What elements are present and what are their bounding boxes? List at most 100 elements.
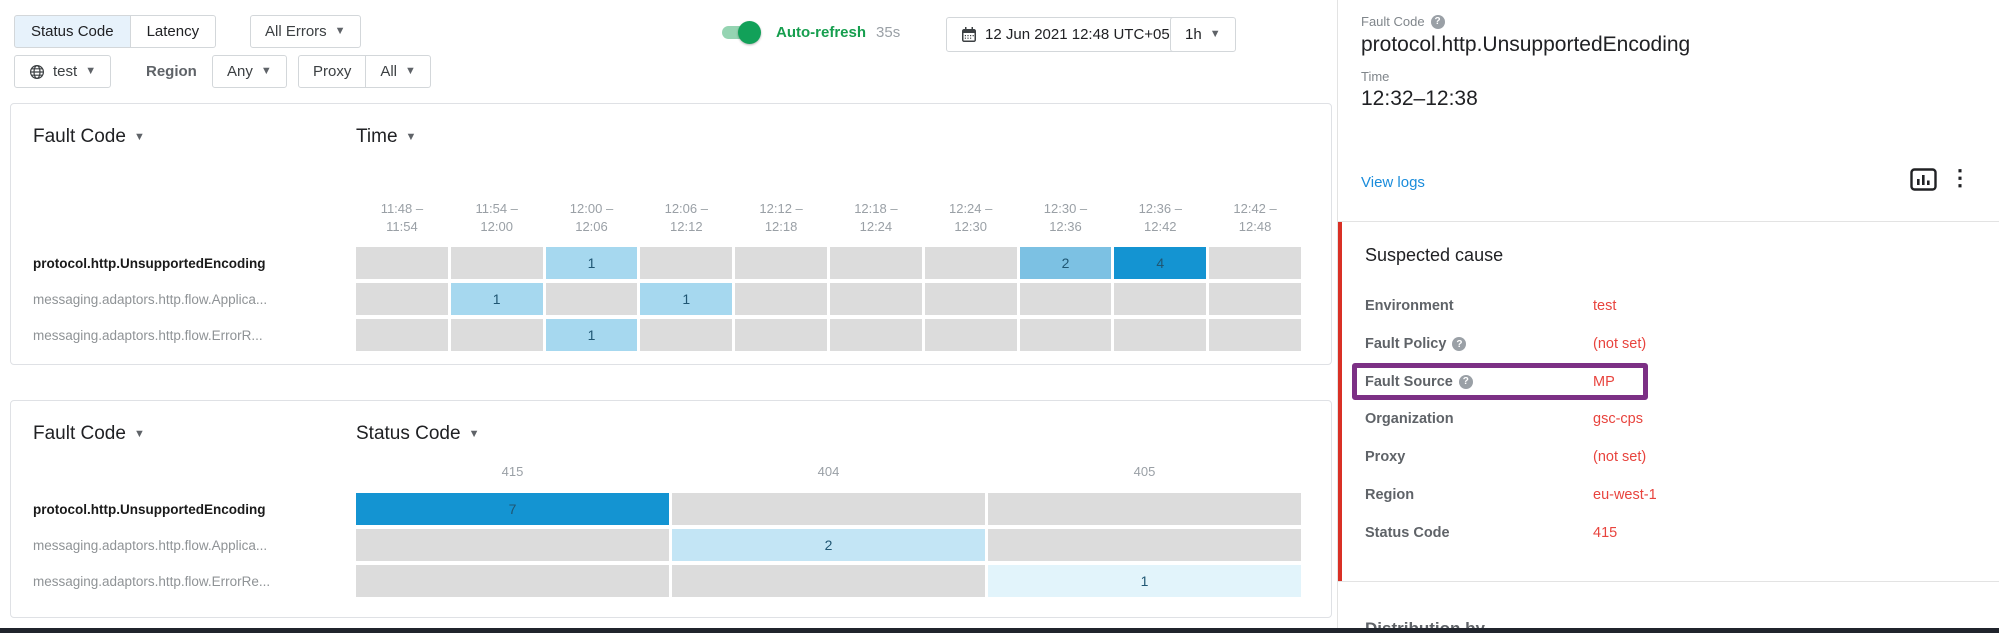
heatmap-cell[interactable]: 1 [545,319,638,351]
suspected-cause-accent-bar [1338,222,1342,581]
heatmap-cell[interactable] [829,283,922,315]
heatmap-cell[interactable]: 4 [1114,247,1207,279]
metric-tab-group: Status Code Latency [14,15,217,48]
heatmap-row: messaging.adaptors.http.flow.Applica... 1… [33,283,1301,315]
proxy-dropdown[interactable]: All ▼ [366,55,431,88]
fault-code-row-label[interactable]: messaging.adaptors.http.flow.Applica... [33,291,268,307]
detail-field-organization: Organization gsc-cps [1365,400,1979,438]
environment-dropdown[interactable]: test ▼ [14,55,112,88]
heatmap-cell[interactable] [1209,283,1301,315]
heatmap-cell[interactable] [356,565,669,597]
divider [1338,581,1999,582]
fault-code-row-label[interactable]: messaging.adaptors.http.flow.ErrorR... [33,327,263,343]
heatmap-cell[interactable] [356,529,669,561]
heatmap-row: protocol.http.UnsupportedEncoding 1 2 4 [33,247,1301,279]
heatmap-cell[interactable] [924,319,1017,351]
proxy-label: Proxy [298,55,367,88]
heatmap-cell[interactable] [735,247,827,279]
row-dimension-dropdown[interactable]: Fault Code ▼ [33,423,145,445]
heatmap-cell[interactable]: 1 [450,283,543,315]
bar-chart-icon[interactable] [1910,168,1937,191]
auto-refresh-countdown: 35s [876,24,901,41]
heatmap-cell[interactable] [356,319,448,351]
datetime-picker-button[interactable]: 12 Jun 2021 12:48 UTC+0530 [946,17,1202,52]
row-dimension-label: Fault Code [33,423,126,444]
heatmap-cell[interactable] [640,247,733,279]
heatmap-cell[interactable] [924,247,1017,279]
proxy-value: All [380,63,398,80]
field-label: Fault Policy? [1365,336,1593,352]
calendar-icon [961,26,977,43]
column-dimension-dropdown[interactable]: Time ▼ [356,126,416,148]
fault-code-row-label[interactable]: messaging.adaptors.http.flow.Applica... [33,537,268,553]
heatmap-cell[interactable] [988,529,1301,561]
heatmap-column-header: 12:00 –12:06 [569,201,614,234]
auto-refresh-label: Auto-refresh [776,24,867,41]
heatmap-column-header: 12:36 –12:42 [1138,201,1182,234]
heatmap-cell[interactable] [672,565,985,597]
help-icon[interactable]: ? [1458,374,1473,389]
heatmap-cell[interactable]: 2 [1019,247,1112,279]
heatmap-column-header: 12:24 –12:30 [948,201,993,234]
column-dimension-dropdown[interactable]: Status Code ▼ [356,423,479,445]
heatmap-cell[interactable] [450,247,543,279]
region-dropdown[interactable]: Any ▼ [212,55,287,88]
chevron-down-icon: ▼ [334,25,346,37]
time-range-dropdown[interactable]: 1h ▼ [1170,17,1236,52]
heatmap-cell[interactable] [356,283,448,315]
heatmap-cell[interactable] [1114,283,1207,315]
heatmap-cell[interactable] [1209,247,1301,279]
tab-status-code[interactable]: Status Code [14,15,131,48]
fault-code-row-label[interactable]: protocol.http.UnsupportedEncoding [33,501,266,517]
heatmap-cell[interactable] [1209,319,1301,351]
heatmap-column-header: 12:18 –12:24 [854,201,898,234]
heatmap-column-header: 405 [1133,464,1156,479]
heatmap-cell[interactable] [1114,319,1207,351]
divider [1338,221,1999,222]
heatmap-cell[interactable]: 7 [356,493,669,525]
heatmap-cell[interactable] [735,283,827,315]
heatmap-column-headers: 415 404 405 [356,463,1301,481]
field-value: test [1593,298,1617,314]
more-options-icon[interactable]: ⋮ [1949,165,1971,190]
fault-code-label: Fault Code ? [1361,14,1445,29]
heatmap-cell[interactable] [988,493,1301,525]
heatmap-row: messaging.adaptors.http.flow.Applica... 2 [33,529,1301,561]
detail-field-environment: Environment test [1365,287,1979,325]
heatmap-cell[interactable] [829,247,922,279]
row-dimension-dropdown[interactable]: Fault Code ▼ [33,126,145,148]
heatmap-cell[interactable] [1019,319,1112,351]
heatmap-cell[interactable] [450,319,543,351]
auto-refresh-toggle[interactable] [722,21,761,44]
field-label: Status Code [1365,525,1450,541]
heatmap-cell[interactable]: 2 [672,529,985,561]
heatmap-cell[interactable]: 1 [988,565,1301,597]
heatmap-cell[interactable] [924,283,1017,315]
heatmap-cell[interactable] [829,319,922,351]
fault-code-row-label[interactable]: protocol.http.UnsupportedEncoding [33,255,266,271]
heatmap-cell[interactable] [545,283,638,315]
heatmap-cell[interactable]: 1 [640,283,733,315]
chevron-down-icon: ▼ [260,65,272,77]
heatmap-cell[interactable] [640,319,733,351]
proxy-filter-group: Proxy All ▼ [298,55,431,88]
heatmap-cell[interactable] [1019,283,1112,315]
heatmap-cell[interactable] [672,493,985,525]
window-bottom-edge [0,628,1999,633]
fault-code-row-label[interactable]: messaging.adaptors.http.flow.ErrorRe... [33,573,271,589]
field-value: gsc-cps [1593,411,1643,427]
help-icon[interactable]: ? [1452,337,1467,351]
suspected-cause-fields: Environment test Fault Policy? (not set) Fau… [1352,287,1979,552]
all-errors-dropdown[interactable]: All Errors ▼ [250,15,361,48]
detail-field-status-code: Status Code 415 [1365,514,1979,552]
heatmap-cell[interactable]: 1 [545,247,638,279]
view-logs-link[interactable]: View logs [1361,174,1425,191]
row-dimension-label: Fault Code [33,126,126,147]
help-icon[interactable]: ? [1430,14,1445,29]
tab-latency[interactable]: Latency [130,15,217,48]
detail-field-proxy: Proxy (not set) [1365,438,1979,476]
detail-field-region: Region eu-west-1 [1365,476,1979,514]
heatmap-cell[interactable] [735,319,827,351]
heatmap-cell[interactable] [356,247,448,279]
